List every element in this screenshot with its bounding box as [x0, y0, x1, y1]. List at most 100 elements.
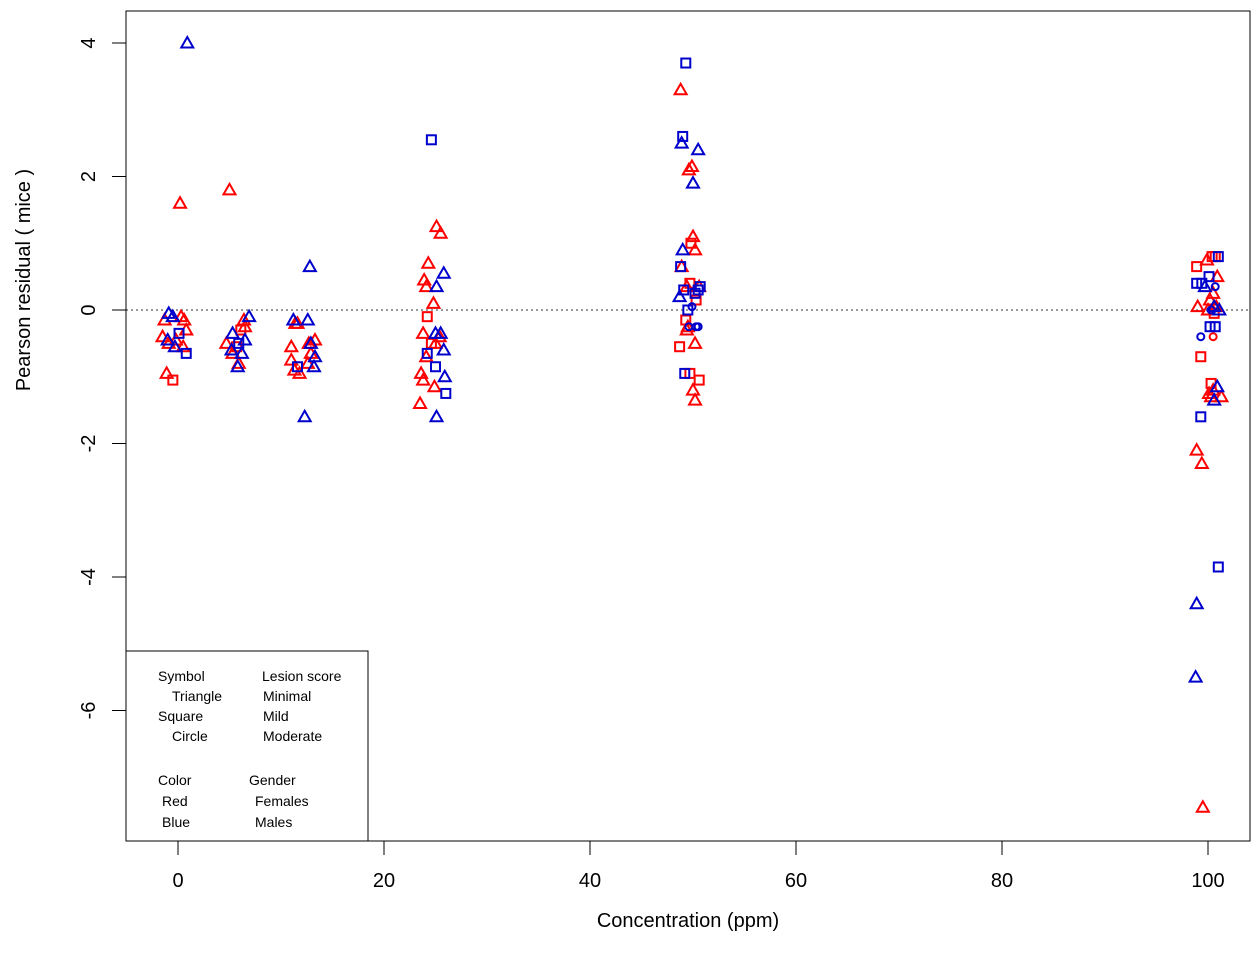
point-females-square	[690, 294, 702, 306]
data-points	[154, 34, 1230, 813]
point-males-triangle	[674, 241, 691, 256]
x-tick-label: 60	[785, 870, 807, 892]
point-males-triangle	[1197, 278, 1213, 293]
point-females-triangle	[236, 311, 252, 326]
point-females-triangle	[1195, 799, 1211, 813]
point-females-triangle	[1194, 455, 1210, 470]
point-males-triangle	[428, 278, 445, 293]
point-males-square	[291, 361, 303, 373]
point-females-triangle	[687, 392, 703, 406]
point-females-square	[235, 324, 247, 336]
point-females-triangle	[412, 395, 428, 409]
point-males-square	[173, 327, 185, 339]
legend-value: Minimal	[263, 688, 311, 704]
point-females-triangle	[672, 81, 689, 96]
point-females-triangle	[172, 195, 188, 209]
point-males-triangle	[685, 175, 701, 189]
point-males-triangle	[302, 258, 318, 273]
point-females-triangle	[221, 181, 238, 196]
point-males-triangle	[671, 288, 688, 303]
x-axis-label: Concentration (ppm)	[597, 910, 779, 932]
point-males-square	[233, 337, 245, 349]
y-tick-label: 0	[78, 304, 100, 315]
point-females-triangle	[428, 218, 445, 233]
point-males-circle	[1210, 282, 1220, 292]
x-axis: 0 20 40 60 80 100	[172, 840, 1225, 892]
point-females-triangle	[283, 338, 300, 353]
point-females-circle	[1208, 332, 1218, 342]
point-females-triangle	[158, 365, 175, 379]
legend-value: Moderate	[263, 728, 322, 744]
point-males-triangle	[428, 408, 445, 423]
point-males-square	[1195, 411, 1207, 423]
point-males-square	[680, 57, 692, 69]
point-males-square	[180, 347, 192, 359]
point-males-square	[425, 134, 437, 146]
point-females-triangle	[291, 365, 308, 379]
point-females-triangle	[300, 355, 316, 369]
point-females-triangle	[685, 382, 701, 396]
point-females-triangle	[418, 278, 434, 293]
point-females-square	[167, 374, 179, 386]
legend-value: Males	[255, 814, 292, 830]
point-males-square	[675, 261, 687, 273]
point-females-triangle	[176, 311, 192, 326]
point-males-triangle	[1209, 378, 1225, 393]
y-tick-label: -2	[78, 435, 100, 453]
point-males-triangle	[437, 368, 453, 383]
point-males-triangle	[230, 358, 246, 373]
y-tick-label: 4	[78, 37, 100, 48]
point-males-triangle	[285, 311, 302, 326]
point-males-triangle	[690, 141, 706, 156]
legend-value: Gender	[249, 772, 296, 788]
point-females-triangle	[687, 335, 703, 349]
point-females-triangle	[1189, 298, 1206, 313]
point-females-triangle	[426, 378, 443, 393]
point-males-triangle	[234, 345, 250, 359]
point-females-square	[1191, 261, 1203, 273]
y-axis: -6 -4 -2 0 2 4	[78, 37, 127, 719]
point-females-triangle	[681, 161, 697, 176]
point-males-triangle	[167, 338, 183, 353]
legend-key: Blue	[162, 814, 190, 830]
point-males-triangle	[223, 342, 240, 356]
legend-key: Square	[158, 708, 203, 724]
point-females-square	[421, 311, 433, 323]
point-females-triangle	[684, 158, 700, 172]
point-females-triangle	[425, 295, 442, 309]
legend: Symbol Lesion score Triangle Minimal Square M…	[125, 650, 369, 842]
point-males-circle	[687, 302, 697, 312]
point-males-square	[1209, 321, 1221, 333]
point-females-triangle	[415, 325, 431, 339]
point-females-triangle	[1205, 285, 1221, 299]
point-males-square	[677, 130, 689, 142]
x-tick-label: 20	[373, 870, 395, 892]
x-tick-label: 40	[579, 870, 601, 892]
point-males-circle	[693, 322, 703, 332]
point-males-triangle	[307, 348, 323, 363]
point-females-triangle	[1213, 388, 1230, 403]
point-females-triangle	[415, 372, 431, 386]
point-females-square	[1195, 351, 1207, 363]
point-males-triangle	[179, 34, 195, 49]
point-females-triangle	[237, 318, 253, 333]
legend-key: Triangle	[172, 688, 222, 704]
legend-value: Females	[255, 793, 309, 809]
legend-key: Red	[162, 793, 188, 809]
point-females-triangle	[420, 255, 437, 269]
point-females-triangle	[1202, 291, 1218, 306]
point-males-triangle	[241, 308, 257, 323]
point-males-triangle	[436, 342, 452, 356]
point-females-triangle	[427, 335, 444, 349]
point-males-triangle	[300, 311, 316, 326]
point-males-triangle	[165, 308, 181, 323]
point-males-square	[679, 367, 691, 379]
point-males-square	[421, 347, 433, 359]
legend-value: Lesion score	[262, 668, 342, 684]
point-females-triangle	[218, 335, 235, 349]
point-males-square	[1212, 561, 1224, 573]
point-males-triangle	[1188, 595, 1205, 610]
point-males-triangle	[1206, 298, 1222, 313]
point-males-square	[1203, 271, 1215, 283]
